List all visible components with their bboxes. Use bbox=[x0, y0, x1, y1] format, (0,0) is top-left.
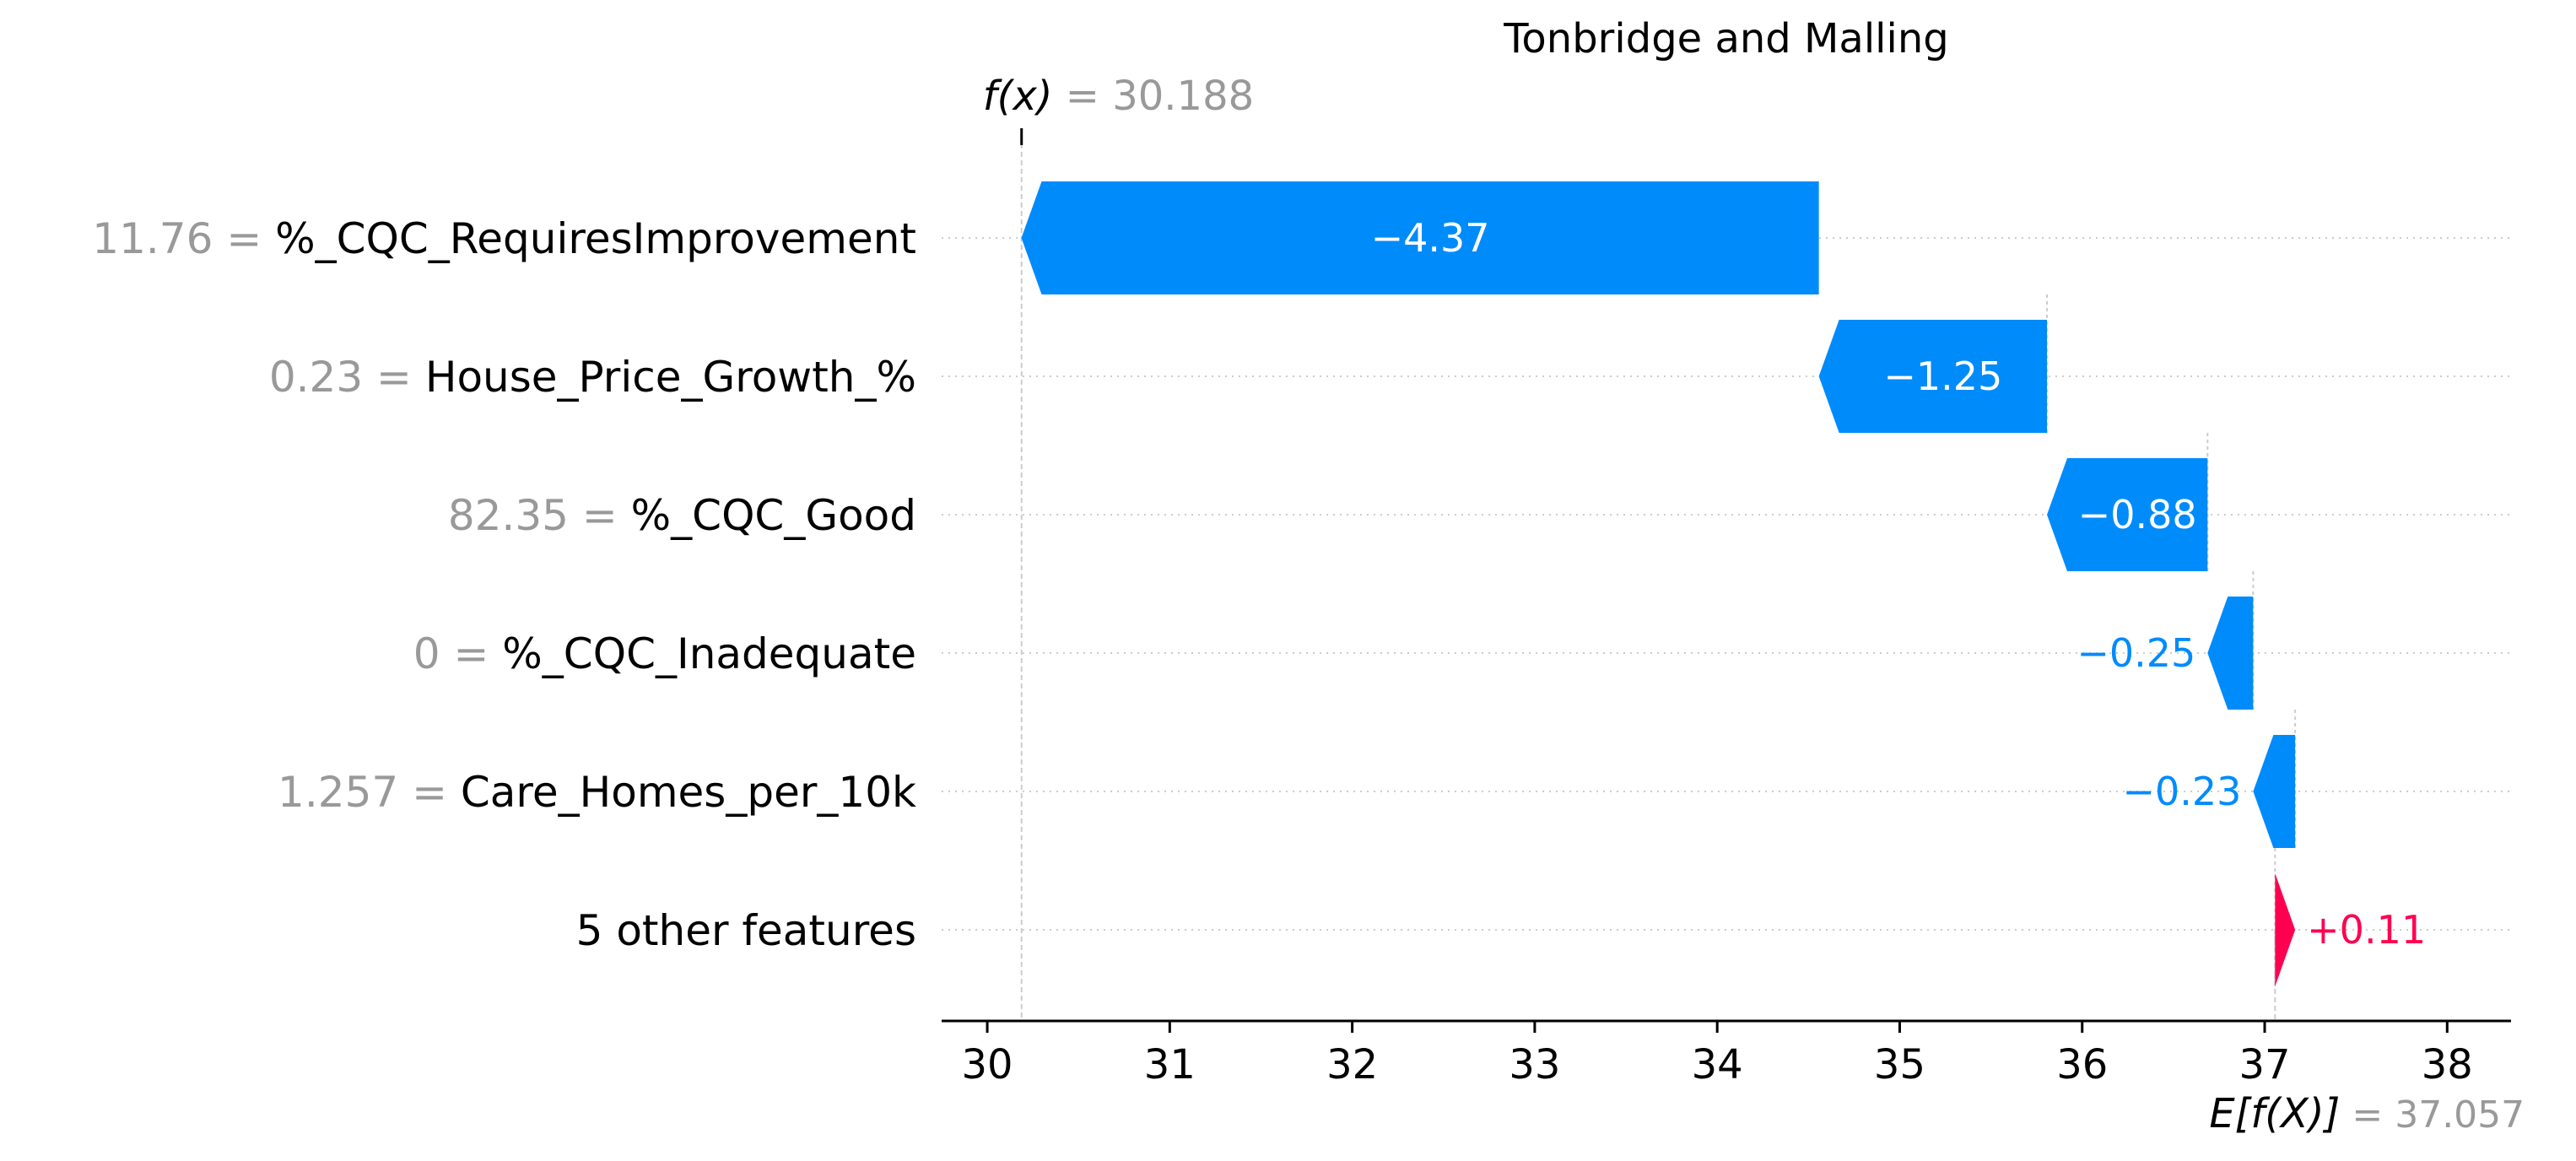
x-tick-label: 32 bbox=[1326, 1041, 1378, 1088]
x-tick-label: 34 bbox=[1692, 1041, 1743, 1088]
feature-label: 11.76 = %_CQC_RequiresImprovement bbox=[92, 214, 916, 263]
feature-name: 5 other features bbox=[576, 906, 916, 955]
fx-annotation: f(x) = 30.188 bbox=[983, 73, 1254, 120]
feature-label: 1.257 = Care_Homes_per_10k bbox=[278, 768, 916, 817]
x-tick-label: 31 bbox=[1144, 1041, 1196, 1088]
feature-name: Care_Homes_per_10k bbox=[461, 768, 916, 817]
feature-name: %_CQC_RequiresImprovement bbox=[275, 214, 916, 263]
fx-value: = 30.188 bbox=[1052, 73, 1254, 120]
annotations: f(x) = 30.188 E[f(X)] = 37.057 bbox=[983, 73, 2525, 1137]
x-tick-label: 30 bbox=[962, 1041, 1013, 1088]
fx-label: f(x) bbox=[983, 73, 1053, 120]
feature-label: 0.23 = House_Price_Growth_% bbox=[269, 353, 916, 402]
feature-value: 11.76 = bbox=[92, 214, 275, 263]
x-tick-label: 36 bbox=[2056, 1041, 2108, 1088]
feature-name: %_CQC_Good bbox=[631, 491, 916, 540]
x-axis: 30 31 32 33 34 35 36 37 38 bbox=[942, 1019, 2511, 1088]
bar-2 bbox=[1818, 320, 2048, 433]
chart-title: Tonbridge and Malling bbox=[1503, 15, 1949, 62]
bar-value-label: +0.11 bbox=[2307, 907, 2426, 953]
bar-6 bbox=[2275, 873, 2296, 986]
x-tick-label: 35 bbox=[1874, 1041, 1925, 1088]
bar-value-label: −1.25 bbox=[1883, 354, 2002, 399]
base-annotation: E[f(X)] = 37.057 bbox=[2209, 1090, 2525, 1137]
bar-3 bbox=[2047, 458, 2208, 571]
feature-value: 0 = bbox=[413, 629, 503, 678]
base-label: E[f(X)] bbox=[2209, 1090, 2340, 1137]
bar-value-label: −0.88 bbox=[2078, 492, 2197, 537]
feature-labels: 11.76 = %_CQC_RequiresImprovement 0.23 = … bbox=[92, 214, 916, 955]
feature-label: 5 other features bbox=[576, 906, 916, 955]
feature-value: 82.35 = bbox=[448, 491, 631, 540]
bar-value-label: −0.23 bbox=[2122, 769, 2241, 814]
feature-label: 0 = %_CQC_Inadequate bbox=[413, 629, 916, 678]
feature-value: 1.257 = bbox=[278, 768, 461, 817]
x-tick-label: 38 bbox=[2422, 1041, 2473, 1088]
bar-value-label: −0.25 bbox=[2076, 630, 2195, 676]
bar-1 bbox=[1021, 181, 1819, 294]
bar-4 bbox=[2207, 597, 2254, 710]
base-value: = 37.057 bbox=[2340, 1094, 2525, 1137]
feature-name: %_CQC_Inadequate bbox=[502, 629, 916, 678]
feature-label: 82.35 = %_CQC_Good bbox=[448, 491, 916, 540]
x-tick-label: 37 bbox=[2238, 1041, 2290, 1088]
feature-value: 0.23 = bbox=[269, 353, 425, 402]
feature-name: House_Price_Growth_% bbox=[425, 353, 916, 402]
x-tick-label: 33 bbox=[1509, 1041, 1560, 1088]
bar-5 bbox=[2253, 735, 2296, 848]
bars: −4.37 −1.25 −0.88 −0.25 −0.23 +0.11 bbox=[1021, 181, 2426, 986]
bar-value-label: −4.37 bbox=[1371, 215, 1490, 261]
